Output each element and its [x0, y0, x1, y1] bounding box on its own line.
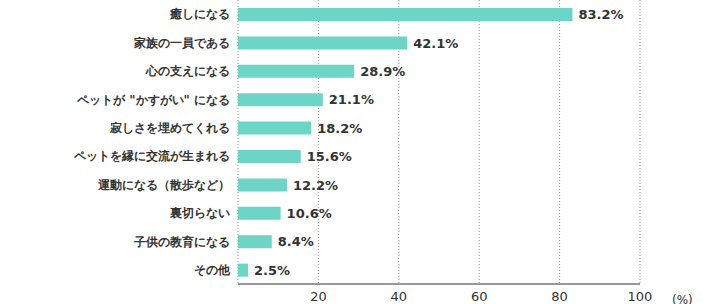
svg-text:18.2%: 18.2% — [317, 121, 362, 136]
svg-text:60: 60 — [471, 289, 488, 304]
svg-text:83.2%: 83.2% — [578, 7, 623, 22]
svg-text:28.9%: 28.9% — [360, 64, 405, 79]
svg-text:2.5%: 2.5% — [254, 263, 290, 278]
svg-text:100: 100 — [628, 289, 653, 304]
svg-text:その他: その他 — [194, 263, 231, 277]
svg-text:10.6%: 10.6% — [287, 206, 332, 221]
svg-text:(%): (%) — [672, 293, 693, 304]
svg-text:20: 20 — [310, 289, 327, 304]
svg-text:家族の一員である: 家族の一員である — [133, 36, 230, 50]
svg-text:ペットが "かすがい" になる: ペットが "かすがい" になる — [76, 93, 230, 107]
svg-text:運動になる（散歩など）: 運動になる（散歩など） — [97, 178, 230, 192]
svg-text:心の支えになる: 心の支えになる — [145, 64, 230, 78]
svg-text:42.1%: 42.1% — [413, 36, 458, 51]
svg-text:12.2%: 12.2% — [293, 178, 338, 193]
svg-text:80: 80 — [551, 289, 568, 304]
svg-text:裏切らない: 裏切らない — [169, 206, 230, 220]
svg-text:8.4%: 8.4% — [278, 234, 314, 249]
svg-text:ペットを縁に交流が生まれる: ペットを縁に交流が生まれる — [73, 149, 230, 163]
svg-text:40: 40 — [391, 289, 408, 304]
svg-text:21.1%: 21.1% — [329, 92, 374, 107]
svg-text:15.6%: 15.6% — [307, 149, 352, 164]
svg-text:寂しさを埋めてくれる: 寂しさを埋めてくれる — [109, 121, 230, 135]
svg-text:癒しになる: 癒しになる — [169, 7, 230, 21]
svg-text:子供の教育になる: 子供の教育になる — [133, 235, 230, 249]
